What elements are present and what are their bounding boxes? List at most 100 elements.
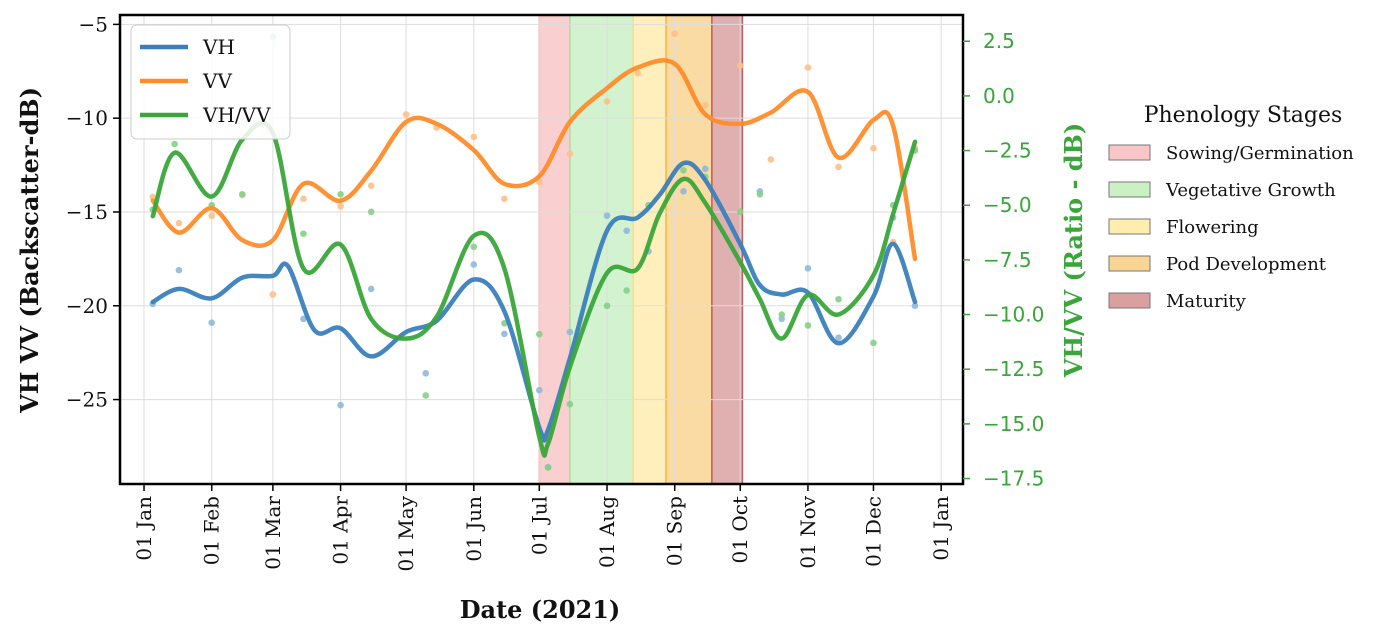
x-tick-label-1: 01 Feb — [200, 496, 224, 565]
phenology-bands — [538, 14, 744, 485]
point-vh-vv-24 — [870, 339, 877, 347]
y-right-tick-label-1: 0.0 — [983, 84, 1015, 108]
point-vv-19 — [767, 156, 775, 163]
point-vh-20 — [835, 334, 842, 341]
y-right-tick-label-4: −7.5 — [983, 248, 1032, 272]
point-vv-13 — [566, 150, 574, 158]
point-vh-vv-6 — [337, 190, 344, 198]
point-vv-8 — [402, 111, 410, 118]
point-vv-16 — [671, 30, 679, 38]
y-left-tick-label-4: −25 — [66, 388, 108, 412]
phenology-swatch-pod-development — [1108, 255, 1151, 272]
point-vh-8 — [501, 330, 508, 338]
point-vv-22 — [870, 144, 877, 152]
y-right-tick-label-0: 2.5 — [983, 29, 1015, 53]
y-right-tick-label-5: −10.0 — [983, 303, 1044, 327]
x-tick-label-4: 01 May — [394, 495, 418, 571]
point-vh-vv-5 — [300, 230, 307, 237]
point-vh-vv-9 — [470, 243, 478, 251]
point-vh-vv-13 — [566, 400, 574, 408]
point-vh-vv-22 — [804, 322, 812, 329]
legend-box — [130, 24, 291, 140]
point-vv-1 — [175, 219, 183, 227]
point-vh-1 — [175, 266, 183, 274]
y-right-tick-label-6: −12.5 — [983, 357, 1044, 381]
phenology-swatch-flowering — [1108, 218, 1151, 235]
point-vh-vv-11 — [536, 330, 543, 338]
y-axis-left-title: VH VV (Backscatter-dB) — [15, 87, 44, 414]
x-tick-label-10: 01 Nov — [796, 495, 820, 568]
point-vv-7 — [367, 182, 375, 190]
x-tick-label-7: 01 Aug — [595, 496, 619, 568]
point-vv-0 — [149, 193, 157, 201]
x-axis-title: Date (2021) — [460, 595, 621, 624]
point-vh-16 — [701, 165, 709, 173]
point-vh-vv-17 — [680, 166, 687, 174]
phenology-label-maturity: Maturity — [1166, 291, 1247, 312]
point-vh-11 — [566, 328, 574, 336]
point-vh-22 — [911, 302, 919, 310]
phenology-swatch-maturity — [1108, 292, 1151, 309]
point-vh-vv-14 — [603, 302, 611, 310]
y-right-tick-label-3: −5.0 — [983, 193, 1032, 217]
point-vh-vv-20 — [756, 190, 764, 198]
phenology-label-vegetative-growth: Vegetative Growth — [1165, 180, 1336, 201]
point-vh-15 — [680, 188, 687, 195]
series-line-vh — [150, 160, 918, 443]
series-line-vv — [150, 58, 918, 262]
band-maturity — [711, 14, 744, 485]
x-tick-label-0: 01 Jan — [132, 496, 156, 561]
series-line-vh-vv — [150, 120, 918, 458]
y-right-tick-label-2: −2.5 — [983, 139, 1032, 163]
point-vh-vv-19 — [736, 208, 744, 216]
point-vh-vv-12 — [544, 464, 552, 471]
point-vh-19 — [804, 264, 812, 272]
point-vv-18 — [736, 62, 744, 69]
x-tick-label-12: 01 Jan — [929, 496, 953, 561]
plot-frame — [118, 13, 965, 486]
phenology-swatch-vegetative-growth — [1108, 181, 1151, 198]
legend-label-vh-vv: VH/VV — [202, 103, 271, 127]
point-vh-vv-1 — [171, 140, 178, 148]
x-tick-label-6: 01 Jul — [527, 496, 551, 555]
y-left-tick-label-2: −15 — [66, 200, 108, 224]
point-vv-5 — [300, 195, 307, 203]
y-right-tick-label-7: −15.0 — [983, 412, 1044, 436]
point-vv-14 — [603, 97, 611, 105]
legend-label-vv: VV — [202, 69, 232, 93]
point-vv-10 — [470, 133, 478, 141]
point-vh-vv-8 — [422, 392, 430, 399]
point-vh-5 — [367, 285, 375, 293]
point-vh-vv-23 — [835, 295, 842, 303]
x-tick-label-3: 01 Apr — [329, 496, 353, 565]
point-vh-2 — [208, 319, 216, 326]
y-left-tick-label-1: −10 — [66, 106, 108, 130]
point-vv-20 — [804, 64, 812, 71]
phenology-legend: Phenology Stages Sowing/Germination Veget… — [1108, 103, 1354, 312]
x-tick-label-5: 01 Jun — [462, 496, 486, 562]
point-vv-21 — [835, 163, 842, 171]
phenology-label-sowing-germination: Sowing/Germination — [1166, 143, 1354, 164]
phenology-label-flowering: Flowering — [1166, 217, 1259, 238]
x-axis-ticks: 01 Jan 01 Feb 01 Mar 01 Apr 01 May 01 Jun 01 J… — [132, 484, 953, 572]
point-vh-vv-15 — [623, 287, 630, 294]
point-vv-11 — [501, 195, 508, 203]
legend-label-vh: VH — [202, 35, 235, 59]
phenology-legend-title: Phenology Stages — [1144, 103, 1343, 128]
y-axis-right-ticks: 2.5 0.0 −2.5 −5.0 −7.5 −10.0 −12.5 −15.0 −17.5 — [963, 29, 1044, 491]
x-tick-label-8: 01 Sep — [663, 496, 687, 566]
point-vh-7 — [470, 261, 478, 268]
phenology-swatch-sowing-germination — [1108, 144, 1151, 161]
point-vh-vv-21 — [778, 311, 786, 318]
series-lines — [150, 58, 918, 458]
y-axis-left-ticks: −5 −10 −15 −20 −25 — [66, 12, 120, 412]
point-vh-12 — [603, 212, 611, 220]
point-vv-2 — [208, 212, 216, 220]
y-left-tick-label-0: −5 — [79, 12, 108, 36]
x-tick-label-9: 01 Oct — [728, 496, 752, 563]
point-vh-6 — [422, 370, 430, 377]
point-vh-13 — [623, 227, 630, 235]
point-vh-4 — [337, 401, 344, 409]
point-vv-4 — [269, 291, 277, 298]
